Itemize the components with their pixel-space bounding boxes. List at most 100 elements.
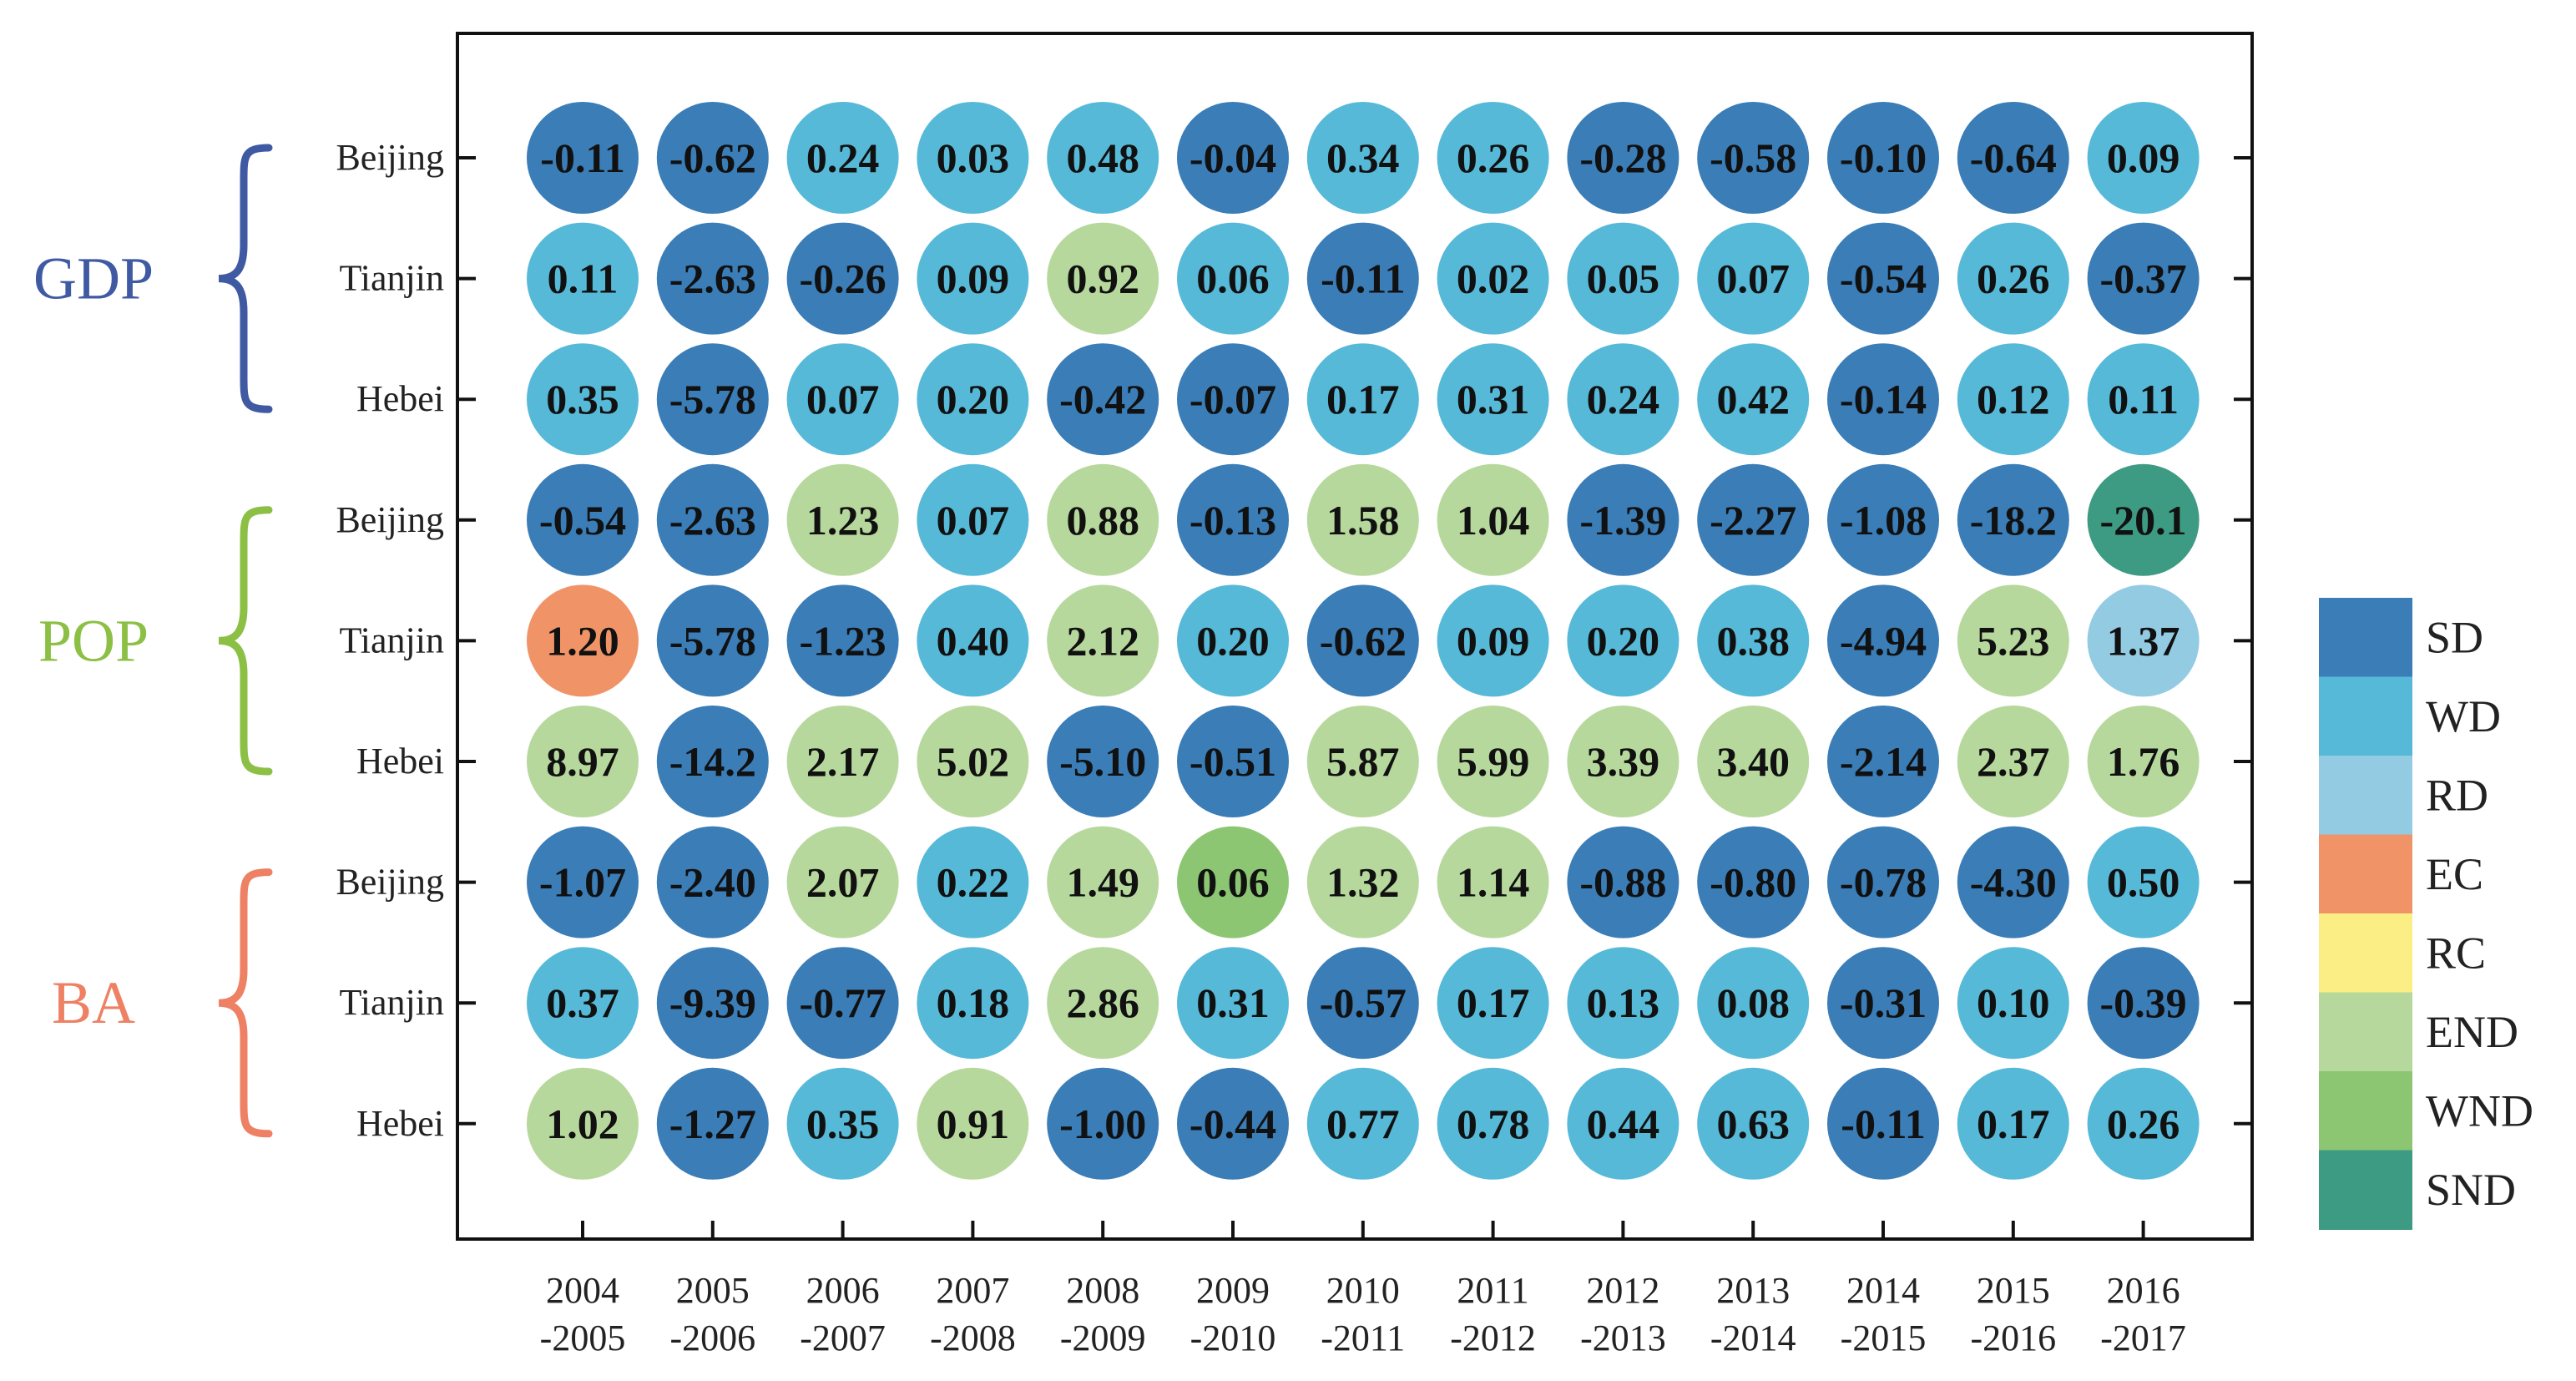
data-circle [1437, 706, 1549, 817]
data-label: -2.40 [669, 859, 756, 906]
data-label: 0.91 [937, 1100, 1010, 1147]
data-label: 3.40 [1716, 738, 1790, 785]
data-circle [656, 222, 769, 335]
data-label: -0.62 [1320, 617, 1407, 664]
x-tick-label-bottom: -2007 [800, 1318, 886, 1358]
x-tick-label-top: 2009 [1196, 1270, 1270, 1311]
data-label: 0.88 [1066, 497, 1139, 544]
x-tick-label-bottom: -2017 [2100, 1318, 2186, 1358]
data-circle [1437, 102, 1549, 214]
data-label: -0.37 [2100, 255, 2187, 302]
data-label: 0.26 [2107, 1100, 2180, 1147]
data-circle [1306, 343, 1419, 456]
data-circle [1567, 584, 1679, 697]
data-circle [2087, 463, 2200, 576]
data-label: -5.10 [1059, 738, 1146, 785]
data-label: -0.11 [1841, 1100, 1925, 1147]
data-label: -0.64 [1970, 134, 2057, 181]
data-circle [1177, 584, 1289, 697]
data-label: -4.94 [1840, 617, 1927, 664]
data-label: 0.09 [1457, 617, 1530, 664]
data-label: -1.23 [800, 617, 886, 664]
data-label: 0.13 [1587, 979, 1660, 1026]
data-label: -2.63 [669, 255, 756, 302]
data-label: 2.17 [806, 738, 880, 785]
data-label: 1.76 [2107, 738, 2180, 785]
group-brace [218, 144, 273, 413]
data-circle [1437, 826, 1549, 938]
data-circle [1047, 463, 1159, 576]
data-label: 0.37 [546, 979, 619, 1026]
data-circle [1827, 706, 1939, 817]
data-label: 0.26 [1457, 134, 1530, 181]
data-label: 0.05 [1587, 255, 1660, 302]
data-circle [1047, 1067, 1159, 1180]
data-label: 1.23 [806, 497, 880, 544]
legend: SD WD RD EC RC END WND SND [2319, 598, 2533, 1230]
data-label: 0.26 [1977, 255, 2050, 302]
data-circle [786, 222, 899, 335]
y-tick-label: Hebei [356, 378, 444, 419]
data-label: -0.51 [1190, 738, 1276, 785]
legend-swatch [2319, 913, 2412, 994]
data-circle [527, 463, 639, 576]
data-label: -0.04 [1190, 134, 1276, 181]
data-circle [527, 102, 639, 214]
data-label: -0.31 [1840, 979, 1927, 1026]
group-label: BA [52, 969, 135, 1036]
data-circle [1957, 584, 2069, 697]
legend-label: EC [2426, 849, 2483, 899]
data-label: -0.58 [1710, 134, 1796, 181]
data-label: 0.10 [1977, 979, 2050, 1026]
data-label: 0.92 [1066, 255, 1139, 302]
data-circle [1437, 463, 1549, 576]
x-tick-label-bottom: -2008 [930, 1318, 1016, 1358]
data-circle [2087, 222, 2200, 335]
data-label: -0.62 [669, 134, 756, 181]
data-label: -0.54 [1840, 255, 1927, 302]
data-circle [917, 222, 1029, 335]
data-circle [917, 1067, 1029, 1180]
data-label: 0.09 [937, 255, 1010, 302]
data-circle [1567, 947, 1679, 1060]
data-circle [1957, 343, 2069, 456]
data-circle [1697, 706, 1810, 817]
y-tick-label: Hebei [356, 1103, 444, 1144]
data-label: 0.24 [1587, 376, 1660, 422]
data-label: 0.35 [806, 1100, 880, 1147]
legend-label: END [2426, 1007, 2518, 1057]
y-tick-label: Beijing [336, 862, 444, 903]
data-circle [786, 826, 899, 938]
data-circle [786, 584, 899, 697]
x-tick-label-top: 2014 [1846, 1270, 1920, 1311]
data-circle [786, 706, 899, 817]
group-label: GDP [33, 245, 154, 312]
data-circle [1306, 706, 1419, 817]
data-circle [656, 102, 769, 214]
data-label: 2.86 [1066, 979, 1139, 1026]
data-circle [1306, 584, 1419, 697]
data-circle [2087, 584, 2200, 697]
legend-label: SD [2426, 612, 2483, 662]
data-circle [1827, 584, 1939, 697]
data-label: 0.77 [1326, 1100, 1400, 1147]
data-label: 0.17 [1326, 376, 1400, 422]
data-label: 0.09 [2107, 134, 2180, 181]
data-circle [1697, 584, 1810, 697]
data-circle [917, 463, 1029, 576]
data-label: -1.08 [1840, 497, 1927, 544]
y-tick-label: Beijing [336, 137, 444, 178]
data-circle [1697, 1067, 1810, 1180]
data-label: 0.35 [546, 376, 619, 422]
data-label: -9.39 [669, 979, 756, 1026]
data-circle [1957, 222, 2069, 335]
data-circle [1437, 584, 1549, 697]
x-tick-label-top: 2012 [1586, 1270, 1659, 1311]
x-tick-label-top: 2007 [936, 1270, 1009, 1311]
data-circle [1177, 343, 1289, 456]
group-label: POP [38, 607, 149, 674]
x-tick-label-top: 2011 [1457, 1270, 1528, 1311]
data-circle [1957, 826, 2069, 938]
x-tick-label-bottom: -2012 [1450, 1318, 1536, 1358]
x-tick-label-top: 2015 [1977, 1270, 2050, 1311]
